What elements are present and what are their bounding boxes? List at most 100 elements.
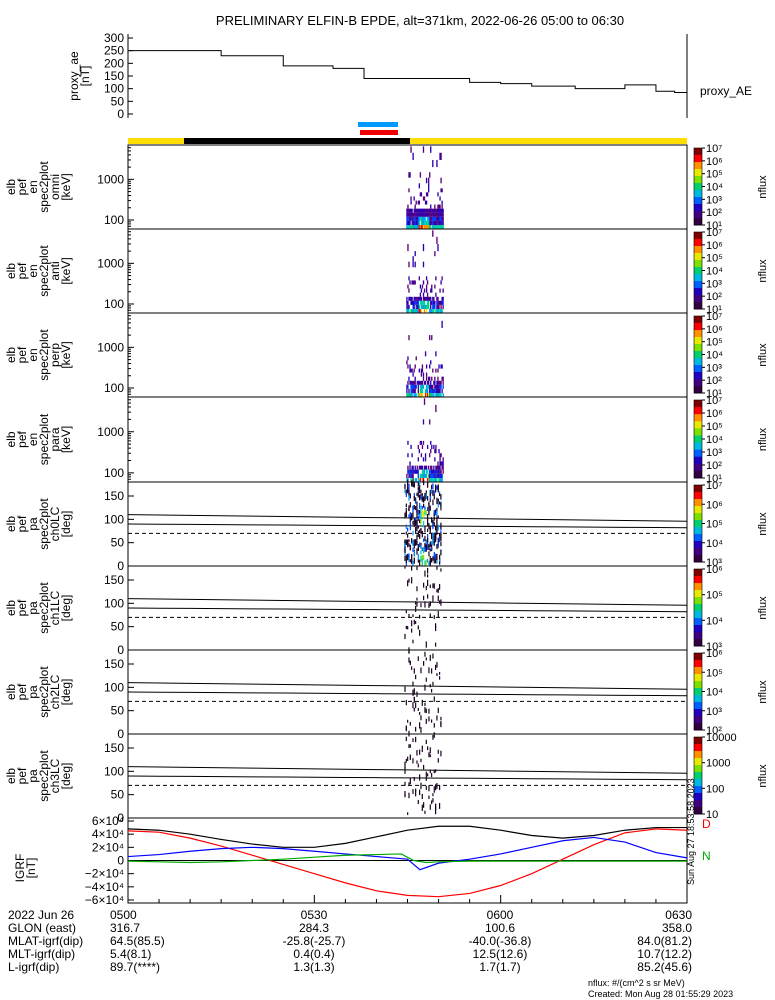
heatmap-cell <box>424 511 426 516</box>
igrf-series-1 <box>127 828 688 898</box>
heatmap-cell <box>427 478 430 482</box>
heatmap-cell <box>422 146 425 153</box>
loss-cone-upper <box>127 682 688 690</box>
colorbar-segment <box>694 281 702 289</box>
heatmap-cell <box>430 146 432 153</box>
y-tick-label: 150 <box>104 741 124 755</box>
heatmap-cell <box>439 461 441 466</box>
heatmap-cell <box>421 562 423 566</box>
y-label-line: elb <box>4 600 18 616</box>
colorbar-segment <box>694 548 702 556</box>
heatmap-cell <box>420 453 423 458</box>
heatmap-cell <box>433 538 435 544</box>
heatmap-cell <box>442 296 444 301</box>
heatmap-cell <box>430 384 432 389</box>
heatmap-cell <box>411 280 413 285</box>
colorbar-tick-label: 10⁴ <box>706 687 723 699</box>
x-cell: 1.7(1.7) <box>479 960 520 974</box>
heatmap-cell <box>439 457 441 462</box>
heatmap-cell <box>411 473 413 479</box>
heatmap-cell <box>407 483 409 490</box>
heatmap-cell <box>412 300 414 305</box>
heatmap-cell <box>427 537 429 543</box>
heatmap-cell <box>440 216 442 221</box>
heatmap-cell <box>427 473 430 479</box>
colorbar-segment <box>694 541 702 549</box>
colorbar-segment <box>694 604 702 612</box>
heatmap-cell <box>408 335 410 341</box>
heatmap-cell <box>431 212 433 217</box>
heatmap-cell <box>436 473 438 479</box>
colorbar-segment <box>694 295 702 303</box>
y-tick-label: 100 <box>104 466 124 480</box>
heatmap-cell <box>421 216 424 221</box>
heatmap-cell <box>413 688 415 695</box>
heatmap-cell <box>419 388 422 394</box>
y-tick-label: 100 <box>104 213 124 227</box>
heatmap-cell <box>411 565 413 571</box>
heatmap-cell <box>408 578 410 583</box>
y-label-line: ch0LC <box>48 506 62 541</box>
heatmap-cell <box>432 368 434 373</box>
heatmap-cell <box>419 212 422 217</box>
heatmap-cell <box>413 504 415 510</box>
heatmap-cell <box>412 702 414 709</box>
colorbar-tick-label: 10³ <box>706 706 722 718</box>
heatmap-cell <box>428 511 430 516</box>
igrf-label-d: D <box>702 817 711 831</box>
heatmap-cell <box>442 465 444 470</box>
heatmap-cell <box>408 288 410 293</box>
heatmap-cell <box>425 364 428 369</box>
heatmap-cell <box>435 769 437 773</box>
heatmap-cell <box>404 555 406 561</box>
colorbar-segment <box>694 421 702 429</box>
heatmap-cell <box>420 603 422 608</box>
heatmap-cell <box>429 220 431 226</box>
heatmap-cell <box>409 364 411 369</box>
colorbar-segment <box>694 386 702 394</box>
heatmap-cell <box>432 225 434 229</box>
heatmap-cell <box>433 490 435 495</box>
heatmap-cell <box>414 384 416 389</box>
heatmap-cell <box>436 544 438 550</box>
heatmap-cell <box>432 309 434 313</box>
heatmap-cell <box>415 539 417 544</box>
heatmap-cell <box>440 461 442 466</box>
heatmap-cell <box>415 384 417 389</box>
heatmap-cell <box>414 280 416 285</box>
heatmap-cell <box>407 216 409 221</box>
heatmap-cell <box>440 549 442 556</box>
y-tick-label: 100 <box>104 680 124 694</box>
heatmap-cell <box>442 469 444 474</box>
heatmap-cell <box>433 517 435 521</box>
y-tick-label: 50 <box>111 704 125 718</box>
heatmap-cell <box>433 557 435 564</box>
heatmap-cell <box>415 216 417 221</box>
ae-tick-label: 50 <box>111 94 125 108</box>
heatmap-cell <box>408 393 410 397</box>
heatmap-cell <box>409 521 411 528</box>
x-cell: 64.5(85.5) <box>110 934 165 948</box>
heatmap-cell <box>422 261 425 268</box>
heatmap-cell <box>408 309 410 313</box>
heatmap-cell <box>412 506 414 511</box>
heatmap-cell <box>424 208 427 213</box>
heatmap-cell <box>421 284 424 289</box>
heatmap-cell <box>423 288 426 293</box>
heatmap-cell <box>421 530 423 538</box>
heatmap-cell <box>411 620 413 627</box>
y-label-line: en <box>26 433 40 446</box>
heatmap-cell <box>408 376 410 381</box>
heatmap-cell <box>412 560 414 566</box>
heatmap-cell <box>432 388 434 394</box>
heatmap-cell <box>415 225 417 229</box>
colorbar-label: nflux <box>757 175 769 199</box>
heatmap-cell <box>425 776 427 781</box>
heatmap-cell <box>413 208 415 213</box>
heatmap-cell <box>419 296 422 301</box>
heatmap-cell <box>442 304 444 310</box>
heatmap-cell <box>437 304 439 310</box>
heatmap-cell <box>431 541 433 545</box>
heatmap-cell <box>414 465 416 470</box>
